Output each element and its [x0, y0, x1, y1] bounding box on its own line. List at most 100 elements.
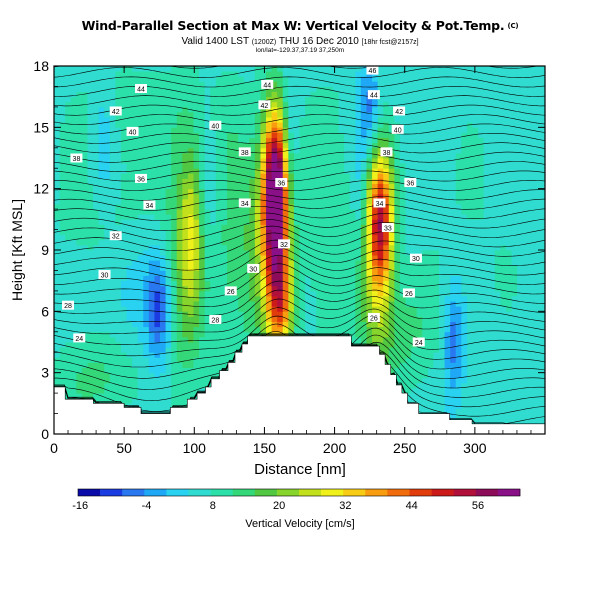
- heatmap-cell: [489, 398, 496, 404]
- heatmap-cell: [433, 403, 440, 409]
- heatmap-cell: [120, 168, 127, 174]
- heatmap-cell: [132, 270, 139, 276]
- heatmap-cell: [466, 357, 473, 363]
- heatmap-cell: [405, 331, 412, 338]
- heatmap-cell: [65, 342, 72, 348]
- heatmap-cell: [221, 296, 228, 302]
- heatmap-cell: [81, 382, 88, 389]
- heatmap-cell: [93, 306, 100, 312]
- heatmap-cell: [243, 178, 250, 184]
- heatmap-cell: [126, 393, 133, 399]
- heatmap-cell: [65, 198, 72, 205]
- heatmap-cell: [293, 290, 300, 297]
- heatmap-cell: [193, 142, 200, 149]
- heatmap-cell: [115, 163, 122, 169]
- heatmap-cell: [433, 393, 440, 399]
- heatmap-cell: [444, 403, 451, 409]
- heatmap-cell: [165, 331, 172, 338]
- heatmap-cell: [383, 234, 390, 241]
- heatmap-cell: [109, 280, 116, 287]
- heatmap-cell: [517, 336, 524, 343]
- heatmap-cell: [137, 234, 144, 241]
- heatmap-cell: [388, 229, 395, 236]
- heatmap-cell: [187, 342, 194, 348]
- heatmap-cell: [433, 209, 440, 215]
- heatmap-cell: [388, 260, 395, 266]
- heatmap-cell: [87, 260, 94, 266]
- heatmap-cell: [199, 142, 206, 149]
- heatmap-cell: [59, 296, 66, 302]
- heatmap-cell: [489, 326, 496, 333]
- heatmap-cell: [104, 347, 111, 353]
- heatmap-cell: [238, 209, 245, 215]
- heatmap-cell: [221, 301, 228, 307]
- heatmap-cell: [54, 260, 60, 266]
- heatmap-cell: [277, 147, 284, 154]
- heatmap-cell: [478, 219, 485, 225]
- heatmap-cell: [65, 260, 72, 266]
- heatmap-cell: [260, 316, 267, 322]
- heatmap-cell: [243, 326, 250, 333]
- heatmap-cell: [81, 209, 88, 215]
- heatmap-cell: [120, 163, 127, 169]
- heatmap-cell: [450, 316, 457, 322]
- heatmap-cell: [65, 224, 72, 230]
- heatmap-cell: [132, 296, 139, 302]
- heatmap-cell: [109, 301, 116, 307]
- heatmap-cell: [199, 255, 206, 261]
- heatmap-cell: [411, 316, 418, 322]
- heatmap-cell: [137, 336, 144, 343]
- heatmap-cell: [366, 239, 373, 246]
- heatmap-cell: [87, 285, 94, 292]
- heatmap-cell: [109, 168, 116, 174]
- heatmap-cell: [483, 280, 490, 287]
- heatmap-cell: [394, 342, 401, 348]
- heatmap-cell: [98, 301, 105, 307]
- heatmap-cell: [366, 147, 373, 154]
- heatmap-cell: [120, 388, 127, 394]
- heatmap-cell: [332, 280, 339, 287]
- heatmap-cell: [199, 163, 206, 169]
- heatmap-cell: [411, 296, 418, 302]
- heatmap-cell: [104, 331, 111, 338]
- heatmap-cell: [210, 362, 217, 368]
- heatmap-cell: [148, 285, 155, 292]
- heatmap-cell: [54, 321, 60, 328]
- heatmap-cell: [450, 158, 457, 164]
- heatmap-cell: [505, 219, 512, 225]
- heatmap-cell: [277, 204, 284, 210]
- heatmap-cell: [438, 270, 445, 276]
- heatmap-cell: [332, 142, 339, 149]
- heatmap-cell: [215, 147, 222, 154]
- heatmap-cell: [489, 147, 496, 154]
- heatmap-cell: [466, 311, 473, 317]
- heatmap-cell: [109, 204, 116, 210]
- heatmap-cell: [176, 342, 183, 348]
- heatmap-cell: [137, 352, 144, 358]
- heatmap-cell: [143, 158, 150, 164]
- heatmap-cell: [355, 250, 362, 256]
- heatmap-cell: [472, 204, 479, 210]
- heatmap-cell: [199, 296, 206, 302]
- heatmap-cell: [360, 152, 367, 159]
- heatmap-cell: [360, 193, 367, 200]
- subtitle-utc: (1200Z): [251, 39, 277, 46]
- heatmap-cell: [383, 255, 390, 261]
- heatmap-cell: [115, 147, 122, 154]
- heatmap-cell: [226, 147, 233, 154]
- heatmap-cell: [204, 280, 211, 287]
- heatmap-cell: [355, 142, 362, 149]
- heatmap-cell: [271, 250, 278, 256]
- heatmap-cell: [433, 296, 440, 302]
- heatmap-cell: [210, 265, 217, 271]
- heatmap-cell: [87, 209, 94, 215]
- heatmap-cell: [137, 362, 144, 368]
- heatmap-cell: [171, 209, 178, 215]
- chart-note: lon/lat=-129.37,37.19 37,250m: [255, 47, 345, 54]
- heatmap-cell: [500, 147, 507, 154]
- heatmap-cell: [494, 285, 501, 292]
- heatmap-cell: [533, 178, 540, 184]
- heatmap-cell: [427, 347, 434, 353]
- heatmap-cell: [422, 388, 429, 394]
- heatmap-cell: [293, 296, 300, 302]
